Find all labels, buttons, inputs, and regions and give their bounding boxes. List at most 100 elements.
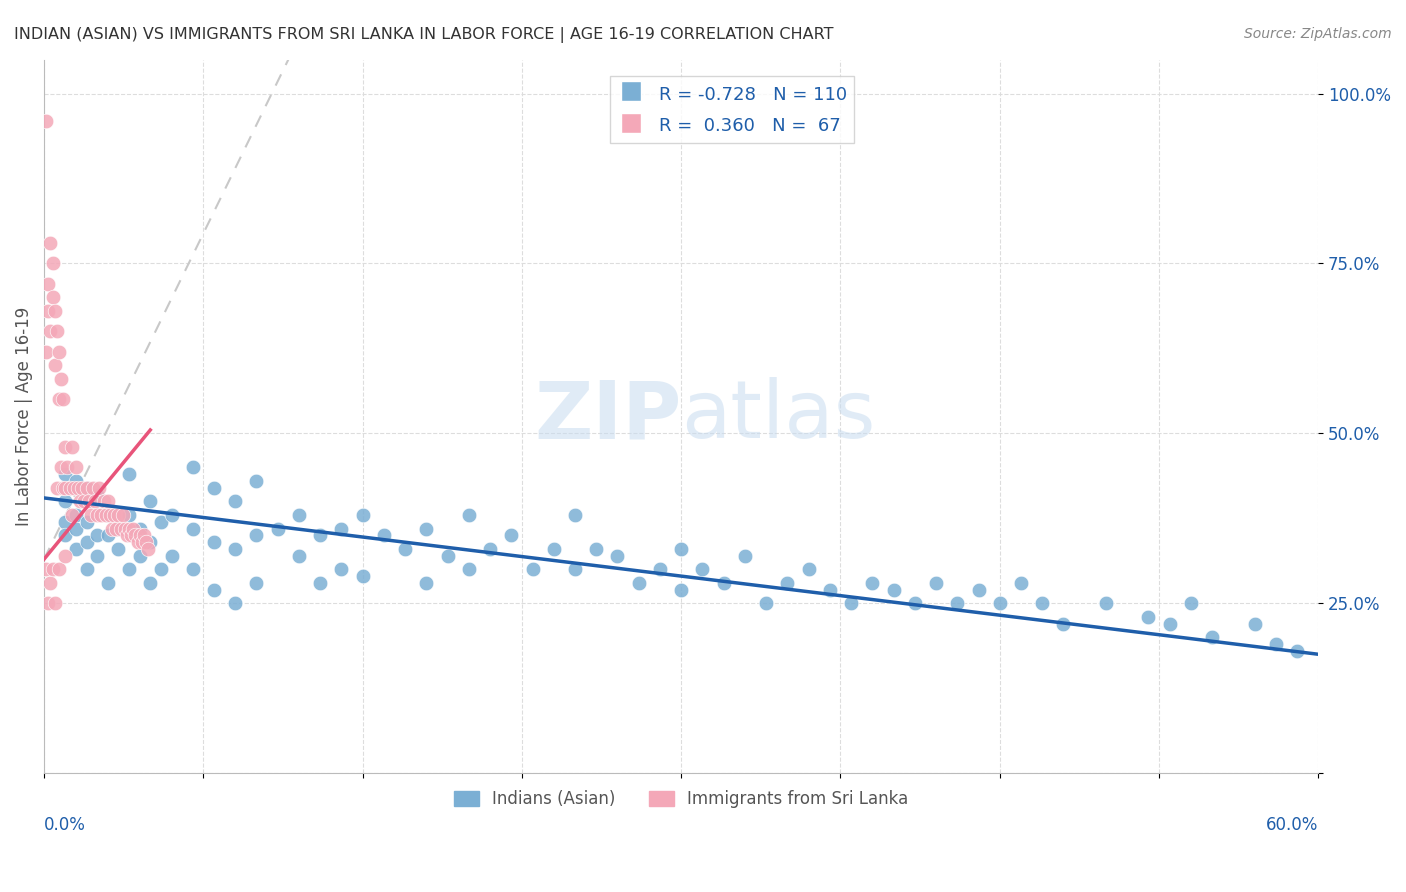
- Point: [118, 508, 141, 522]
- Point: [627, 575, 650, 590]
- Point: [967, 582, 990, 597]
- Point: [52, 481, 75, 495]
- Point: [479, 541, 502, 556]
- Point: [60, 508, 83, 522]
- Point: [131, 535, 153, 549]
- Point: [84, 494, 107, 508]
- Point: [65, 474, 87, 488]
- Point: [39, 325, 62, 339]
- Point: [127, 535, 149, 549]
- Text: 60.0%: 60.0%: [1265, 816, 1319, 834]
- Point: [1010, 575, 1032, 590]
- Point: [77, 494, 100, 508]
- Point: [35, 562, 58, 576]
- Point: [734, 549, 756, 563]
- Point: [309, 575, 332, 590]
- Point: [37, 596, 59, 610]
- Point: [415, 575, 437, 590]
- Point: [107, 541, 129, 556]
- Point: [543, 541, 565, 556]
- Point: [97, 528, 120, 542]
- Point: [37, 304, 59, 318]
- Point: [692, 562, 714, 576]
- Point: [839, 596, 862, 610]
- Point: [797, 562, 820, 576]
- Point: [97, 575, 120, 590]
- Text: INDIAN (ASIAN) VS IMMIGRANTS FROM SRI LANKA IN LABOR FORCE | AGE 16-19 CORRELATI: INDIAN (ASIAN) VS IMMIGRANTS FROM SRI LA…: [14, 27, 834, 43]
- Point: [925, 575, 948, 590]
- Point: [202, 535, 225, 549]
- Point: [755, 596, 778, 610]
- Point: [56, 460, 79, 475]
- Point: [76, 494, 98, 508]
- Point: [136, 541, 159, 556]
- Point: [114, 522, 136, 536]
- Point: [118, 522, 141, 536]
- Point: [76, 515, 98, 529]
- Point: [49, 372, 72, 386]
- Point: [288, 508, 311, 522]
- Point: [93, 494, 115, 508]
- Point: [124, 528, 146, 542]
- Point: [53, 481, 76, 495]
- Point: [53, 494, 76, 508]
- Point: [48, 562, 70, 576]
- Point: [65, 541, 87, 556]
- Y-axis label: In Labor Force | Age 16-19: In Labor Force | Age 16-19: [15, 307, 32, 526]
- Point: [288, 549, 311, 563]
- Point: [65, 460, 87, 475]
- Point: [72, 481, 94, 495]
- Point: [53, 440, 76, 454]
- Point: [128, 522, 150, 536]
- Point: [352, 508, 374, 522]
- Point: [139, 494, 162, 508]
- Point: [436, 549, 458, 563]
- Point: [128, 528, 150, 542]
- Point: [111, 508, 134, 522]
- Point: [139, 535, 162, 549]
- Point: [76, 481, 98, 495]
- Point: [45, 325, 67, 339]
- Point: [522, 562, 544, 576]
- Point: [139, 575, 162, 590]
- Point: [988, 596, 1011, 610]
- Point: [94, 508, 117, 522]
- Point: [52, 392, 75, 407]
- Point: [818, 582, 841, 597]
- Point: [44, 596, 66, 610]
- Point: [76, 535, 98, 549]
- Point: [860, 575, 883, 590]
- Point: [181, 562, 204, 576]
- Point: [1159, 616, 1181, 631]
- Point: [181, 460, 204, 475]
- Point: [776, 575, 799, 590]
- Point: [1201, 630, 1223, 644]
- Point: [90, 508, 112, 522]
- Point: [330, 562, 353, 576]
- Point: [415, 522, 437, 536]
- Point: [73, 494, 96, 508]
- Point: [245, 474, 267, 488]
- Point: [65, 508, 87, 522]
- Text: Source: ZipAtlas.com: Source: ZipAtlas.com: [1244, 27, 1392, 41]
- Point: [41, 256, 63, 270]
- Point: [501, 528, 523, 542]
- Point: [67, 481, 90, 495]
- Point: [132, 528, 155, 542]
- Point: [105, 522, 128, 536]
- Point: [122, 522, 145, 536]
- Point: [86, 549, 108, 563]
- Point: [49, 460, 72, 475]
- Point: [82, 481, 104, 495]
- Point: [86, 487, 108, 501]
- Point: [98, 508, 121, 522]
- Point: [45, 481, 67, 495]
- Point: [564, 508, 586, 522]
- Point: [394, 541, 416, 556]
- Point: [58, 481, 80, 495]
- Point: [1052, 616, 1074, 631]
- Point: [69, 494, 91, 508]
- Point: [37, 277, 59, 291]
- Point: [53, 549, 76, 563]
- Point: [160, 549, 183, 563]
